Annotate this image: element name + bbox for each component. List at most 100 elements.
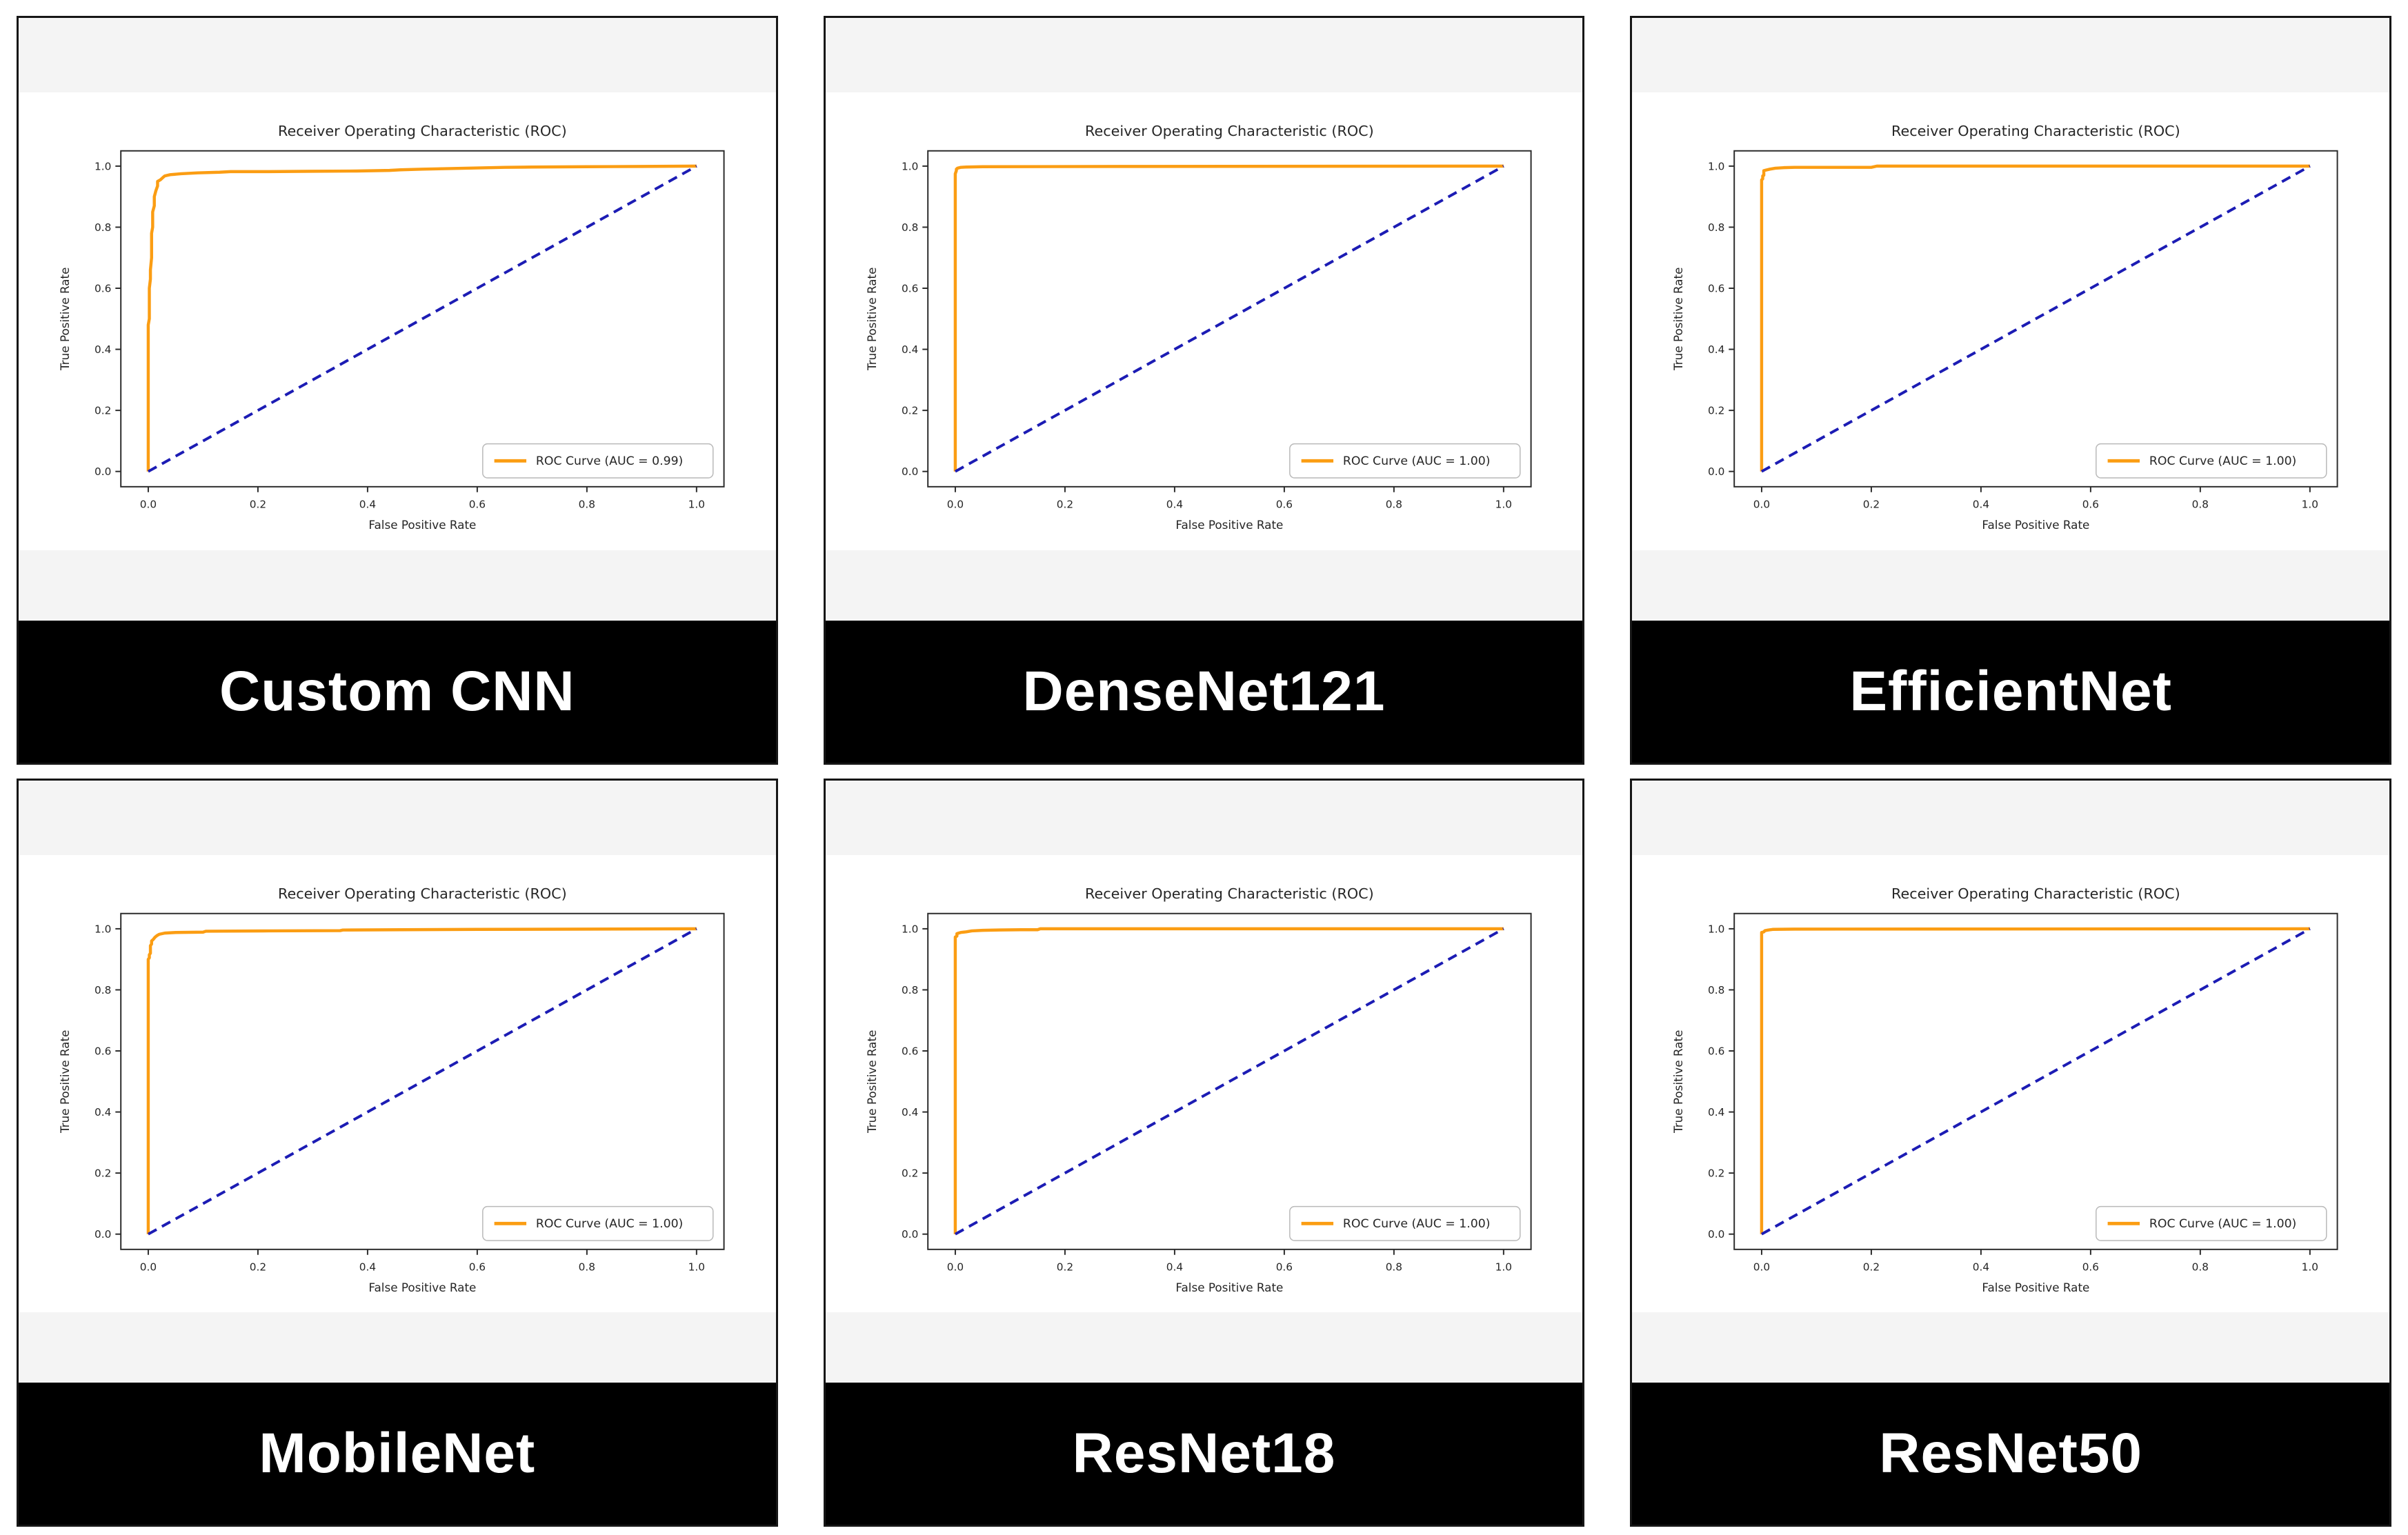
y-tick-label: 0.8 [94,221,111,234]
model-name-label: DenseNet121 [1022,659,1386,723]
x-tick-label: 0.8 [579,498,595,510]
legend-box [2096,443,2327,479]
y-tick-label: 1.0 [902,923,918,935]
chart-title: Receiver Operating Characteristic (ROC) [278,885,567,902]
x-tick-label: 0.6 [469,498,486,510]
panel-top-strip [1632,780,2389,855]
legend-box [2096,1205,2327,1241]
x-tick-label: 0.8 [579,1261,595,1273]
x-tick-label: 0.0 [140,1261,157,1273]
x-tick-label: 0.4 [1973,498,1989,510]
y-tick-label: 0.0 [902,1228,918,1241]
legend-box [482,1205,714,1241]
y-tick-label: 0.6 [902,282,918,294]
model-name-label: ResNet50 [1879,1422,2143,1485]
model-name-banner: EfficientNet [1632,620,2389,763]
model-name-banner: ResNet18 [825,1383,1583,1525]
y-tick-label: 0.6 [902,1045,918,1057]
legend-label: ROC Curve (AUC = 1.00) [1343,454,1491,468]
roc-chart-svg: Receiver Operating Characteristic (ROC) 0… [865,885,1532,1294]
model-panel-mobilenet: Receiver Operating Characteristic (ROC) 0… [17,778,778,1527]
chart-title: Receiver Operating Characteristic (ROC) [1891,885,2180,902]
roc-chart-svg: Receiver Operating Characteristic (ROC) 0… [865,123,1532,532]
legend-label: ROC Curve (AUC = 1.00) [2149,1217,2296,1231]
legend-label: ROC Curve (AUC = 1.00) [536,1217,683,1231]
x-tick-label: 0.6 [2082,498,2099,510]
legend-label: ROC Curve (AUC = 1.00) [1343,1217,1491,1231]
y-tick-label: 0.0 [94,1228,111,1241]
x-tick-label: 1.0 [688,1261,705,1273]
x-axis-label: False Positive Rate [1175,518,1283,532]
legend-label: ROC Curve (AUC = 0.99) [536,454,683,468]
roc-chart-svg: Receiver Operating Characteristic (ROC) 0… [58,123,725,532]
y-tick-label: 0.0 [1708,465,1724,478]
chance-diagonal-line [1761,927,2311,1235]
chance-diagonal-line [954,165,1504,473]
x-tick-label: 1.0 [688,498,705,510]
y-tick-label: 0.6 [1708,1045,1724,1057]
roc-plot-area: Receiver Operating Characteristic (ROC) 0… [825,92,1583,550]
y-tick-label: 0.2 [902,405,918,417]
legend-box [1288,1205,1521,1241]
y-tick-label: 0.0 [1708,1228,1724,1241]
panel-top-strip [825,780,1583,855]
x-tick-label: 0.2 [1863,1261,1880,1273]
x-tick-label: 0.2 [250,1261,266,1273]
x-axis-label: False Positive Rate [368,518,476,532]
panel-bottom-strip [1632,1312,2389,1383]
y-tick-label: 0.0 [902,465,918,478]
panel-top-strip [19,18,776,92]
y-tick-label: 0.4 [94,343,111,356]
roc-curve-line [146,927,697,1234]
y-tick-label: 0.4 [902,1106,918,1118]
x-tick-label: 0.8 [1385,498,1402,510]
roc-curve-line [1760,927,2311,1234]
y-tick-label: 0.8 [902,221,918,234]
x-tick-label: 1.0 [1495,1261,1511,1273]
legend-box [1288,443,1521,479]
x-tick-label: 0.0 [946,498,963,510]
x-axis-label: False Positive Rate [1175,1281,1283,1294]
y-tick-label: 1.0 [1708,160,1724,172]
x-tick-label: 0.4 [1166,498,1182,510]
x-tick-label: 0.6 [469,1261,486,1273]
x-tick-label: 0.0 [1753,498,1770,510]
model-name-label: EfficientNet [1849,659,2172,723]
y-tick-label: 0.8 [902,983,918,996]
panel-top-strip [1632,18,2389,92]
panel-bottom-strip [19,550,776,621]
chance-diagonal-line [954,927,1504,1235]
x-tick-label: 0.0 [1753,1261,1770,1273]
model-panel-densenet121: Receiver Operating Characteristic (ROC) 0… [823,16,1585,765]
y-tick-label: 0.6 [94,1045,111,1057]
model-name-label: Custom CNN [219,659,575,723]
x-tick-label: 0.2 [250,498,266,510]
y-tick-label: 0.2 [94,1167,111,1179]
x-tick-label: 0.6 [1275,1261,1292,1273]
x-tick-label: 0.8 [1385,1261,1402,1273]
x-tick-label: 0.4 [1166,1261,1182,1273]
y-tick-label: 0.6 [94,282,111,294]
y-tick-label: 0.8 [1708,221,1724,234]
model-name-banner: DenseNet121 [825,620,1583,763]
model-panel-resnet50: Receiver Operating Characteristic (ROC) 0… [1630,778,2391,1527]
y-tick-label: 0.8 [1708,983,1724,996]
roc-plot-area: Receiver Operating Characteristic (ROC) 0… [19,92,776,550]
x-tick-label: 0.8 [2192,498,2209,510]
x-tick-label: 1.0 [2302,498,2318,510]
x-tick-label: 0.4 [359,498,376,510]
y-tick-label: 1.0 [94,160,111,172]
legend-box [482,443,714,479]
x-tick-label: 0.0 [140,498,157,510]
y-tick-label: 1.0 [902,160,918,172]
model-name-label: ResNet18 [1072,1422,1336,1485]
model-name-banner: ResNet50 [1632,1383,2389,1525]
y-tick-label: 0.4 [1708,343,1724,356]
chart-title: Receiver Operating Characteristic (ROC) [1085,885,1374,902]
y-tick-label: 0.2 [1708,405,1724,417]
y-axis-label: True Positive Rate [1671,268,1685,371]
roc-chart-svg: Receiver Operating Characteristic (ROC) 0… [1671,885,2338,1294]
chart-title: Receiver Operating Characteristic (ROC) [1085,123,1374,139]
y-tick-label: 0.2 [902,1167,918,1179]
y-axis-label: True Positive Rate [865,268,879,371]
